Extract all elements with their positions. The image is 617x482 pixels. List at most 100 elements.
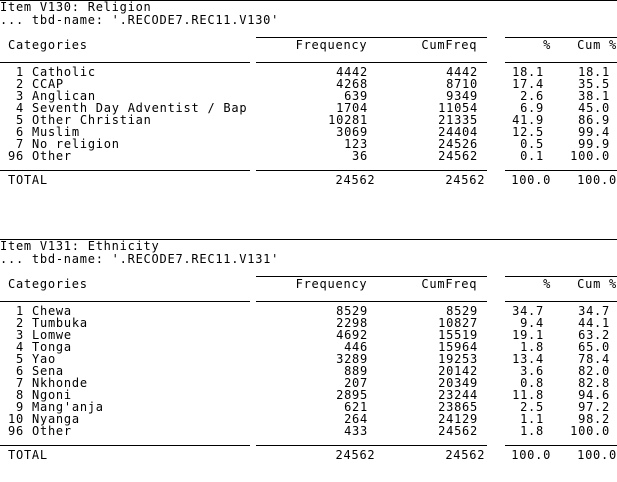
column-header-pct: % xyxy=(543,38,552,52)
total-label: TOTAL xyxy=(8,448,48,462)
cumfreq-value: 9349 xyxy=(446,89,478,103)
table-row: 2 CCAP 4268 8710 17.4 35.5 xyxy=(0,78,617,90)
rule-segment xyxy=(0,301,250,302)
cumfreq-value: 24129 xyxy=(438,412,478,426)
category-cell: 96 Other xyxy=(0,425,256,437)
cumfreq-value: 24526 xyxy=(438,137,478,151)
table-row: 9 Mang'anja 621 23865 2.5 97.2 xyxy=(0,401,617,413)
cumpct-value: 44.1 xyxy=(578,316,610,330)
pct-value: 34.7 xyxy=(512,304,544,318)
category-code: 5 xyxy=(16,113,24,127)
cumpct-value: 86.9 xyxy=(578,113,610,127)
rule-segment xyxy=(256,301,487,302)
frequency-value: 2298 xyxy=(336,316,368,330)
cumpct-value: 65.0 xyxy=(578,340,610,354)
category-cell: 10 Nyanga xyxy=(0,413,256,425)
category-code: 4 xyxy=(16,101,24,115)
cumfreq-value: 4442 xyxy=(446,65,478,79)
frequency-value: 433 xyxy=(344,424,368,438)
item-title: Item V131: Ethnicity xyxy=(0,239,160,253)
frequency-value: 123 xyxy=(344,137,368,151)
cumpct-value: 100.0 xyxy=(570,149,610,163)
frequency-value: 264 xyxy=(344,412,368,426)
category-code: 7 xyxy=(16,376,24,390)
category-code: 96 xyxy=(8,149,24,163)
pct-value: 2.5 xyxy=(520,400,544,414)
rule-segment xyxy=(505,37,617,38)
column-header-frequency: Frequency xyxy=(295,277,368,291)
pct-value: 2.6 xyxy=(520,89,544,103)
frequency-value: 3069 xyxy=(336,125,368,139)
category-code: 3 xyxy=(16,89,24,103)
cumfreq-value: 10827 xyxy=(438,316,478,330)
pct-value: 0.8 xyxy=(520,376,544,390)
cumpct-value: 35.5 xyxy=(578,77,610,91)
item-subtitle: ... tbd-name: '.RECODE7.REC11.V130' xyxy=(0,13,280,27)
category-code: 1 xyxy=(16,65,24,79)
category-label: Other xyxy=(32,424,72,438)
table-row: 5 Yao 3289 19253 13.4 78.4 xyxy=(0,353,617,365)
total-cumpct: 100.0 xyxy=(577,173,617,187)
category-cell: 5 Other Christian xyxy=(0,114,256,126)
category-label: Ngoni xyxy=(32,388,72,402)
item-top-rule xyxy=(0,0,617,1)
category-code: 4 xyxy=(16,340,24,354)
cumfreq-value: 15964 xyxy=(438,340,478,354)
category-label: Nkhonde xyxy=(32,376,88,390)
table-row: 2 Tumbuka 2298 10827 9.4 44.1 xyxy=(0,317,617,329)
rule-segment xyxy=(0,170,250,171)
frequency-value: 1704 xyxy=(336,101,368,115)
rule-segment xyxy=(256,37,487,38)
header-underline xyxy=(0,62,617,64)
table-row: 7 Nkhonde 207 20349 0.8 82.8 xyxy=(0,377,617,389)
category-code: 2 xyxy=(16,316,24,330)
pct-value: 3.6 xyxy=(520,364,544,378)
category-code: 5 xyxy=(16,352,24,366)
category-label: Anglican xyxy=(32,89,96,103)
table-row: 6 Sena 889 20142 3.6 82.0 xyxy=(0,365,617,377)
category-label: Tumbuka xyxy=(32,316,88,330)
table-row: 7 No religion 123 24526 0.5 99.9 xyxy=(0,138,617,150)
item-subtitle: ... tbd-name: '.RECODE7.REC11.V131' xyxy=(0,252,280,266)
cumpct-value: 34.7 xyxy=(578,304,610,318)
pct-value: 41.9 xyxy=(512,113,544,127)
category-cell: 3 Anglican xyxy=(0,90,256,102)
rule-segment xyxy=(256,445,487,446)
header-overline xyxy=(0,276,617,278)
category-cell: 1 Chewa xyxy=(0,305,256,317)
category-cell: 96 Other xyxy=(0,150,256,162)
total-frequency: 24562 xyxy=(335,448,376,462)
category-cell: 7 No religion xyxy=(0,138,256,150)
rule-segment xyxy=(0,62,250,63)
cumpct-value: 100.0 xyxy=(570,424,610,438)
total-pct: 100.0 xyxy=(511,448,552,462)
cumfreq-value: 21335 xyxy=(438,113,478,127)
category-cell: 6 Muslim xyxy=(0,126,256,138)
column-header-cumfreq: CumFreq xyxy=(421,277,478,291)
total-pct: 100.0 xyxy=(511,173,552,187)
pct-value: 6.9 xyxy=(520,101,544,115)
item-title: Item V130: Religion xyxy=(0,0,152,14)
category-label: Seventh Day Adventist / Bap xyxy=(32,101,248,115)
category-label: Lomwe xyxy=(32,328,72,342)
cumpct-value: 63.2 xyxy=(578,328,610,342)
category-label: Catholic xyxy=(32,65,96,79)
category-code: 7 xyxy=(16,137,24,151)
table-row: 4 Seventh Day Adventist / Bap 1704 11054 … xyxy=(0,102,617,114)
rule-segment xyxy=(505,276,617,277)
table-row: 1 Chewa 8529 8529 34.7 34.7 xyxy=(0,305,617,317)
category-cell: 9 Mang'anja xyxy=(0,401,256,413)
cumpct-value: 38.1 xyxy=(578,89,610,103)
header-underline xyxy=(0,301,617,303)
item-top-rule xyxy=(0,239,617,240)
frequency-value: 621 xyxy=(344,400,368,414)
cumfreq-value: 23865 xyxy=(438,400,478,414)
category-label: Muslim xyxy=(32,125,80,139)
rule-segment xyxy=(256,62,487,63)
cumpct-value: 99.4 xyxy=(578,125,610,139)
table-row: 8 Ngoni 2895 23244 11.8 94.6 xyxy=(0,389,617,401)
column-header-cumpct: Cum % xyxy=(577,277,617,291)
column-header-categories: Categories xyxy=(8,277,88,291)
table-row: 3 Anglican 639 9349 2.6 38.1 xyxy=(0,90,617,102)
